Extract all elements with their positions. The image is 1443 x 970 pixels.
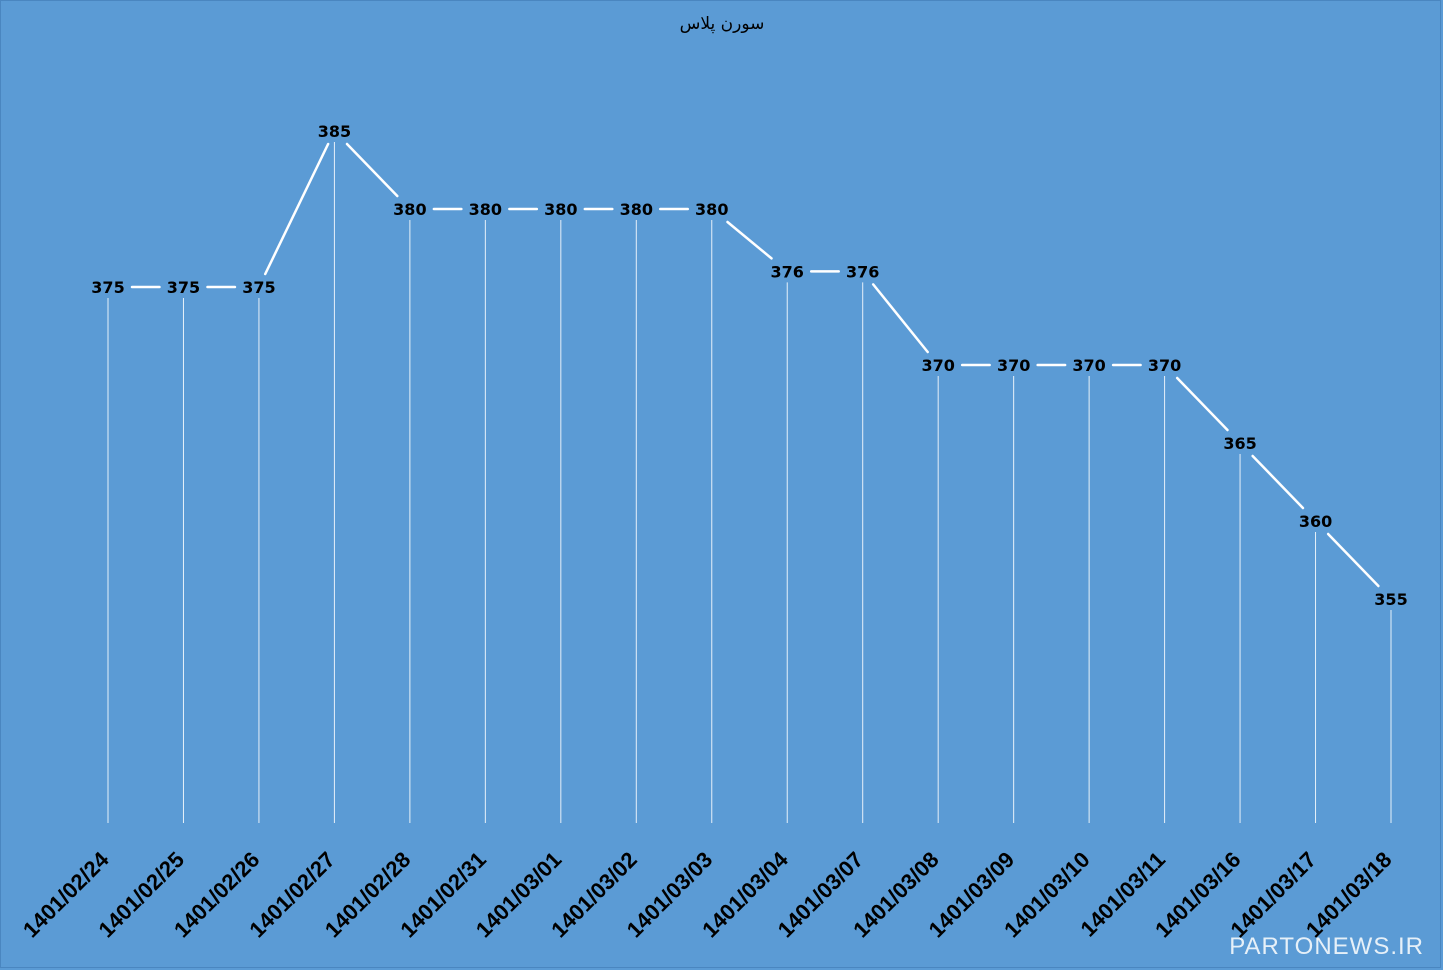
series-segment [345, 142, 399, 198]
series-segment [1175, 376, 1229, 432]
data-label: 380 [469, 200, 502, 219]
data-label: 355 [1374, 590, 1407, 609]
data-label: 365 [1223, 434, 1256, 453]
drop-lines [107, 142, 1392, 823]
data-label: 385 [318, 122, 351, 141]
data-label: 376 [846, 262, 879, 281]
series-segment [1251, 454, 1305, 510]
data-label: 375 [91, 278, 124, 297]
data-label: 380 [620, 200, 653, 219]
series-segment [871, 283, 929, 354]
series-segment [726, 220, 773, 260]
x-axis-tick-labels: 1401/02/241401/02/251401/02/261401/02/27… [18, 846, 1397, 942]
series-segment [1326, 532, 1380, 588]
data-label: 360 [1299, 512, 1332, 531]
data-label: 370 [997, 356, 1030, 375]
data-label: 375 [167, 278, 200, 297]
data-labels: 375 375 375 385 380 380 380 380 380 376 376 370 370 3… [91, 122, 1407, 609]
chart-title: سورن پلاس [680, 14, 765, 34]
data-label: 370 [921, 356, 954, 375]
data-label: 376 [771, 262, 804, 281]
series-line [130, 142, 1380, 588]
data-label: 370 [1072, 356, 1105, 375]
data-label: 380 [393, 200, 426, 219]
watermark: PARTONEWS.IR [1229, 933, 1424, 960]
data-label: 380 [695, 200, 728, 219]
series-segment [263, 142, 330, 276]
data-label: 375 [242, 278, 275, 297]
data-label: 380 [544, 200, 577, 219]
data-label: 370 [1148, 356, 1181, 375]
